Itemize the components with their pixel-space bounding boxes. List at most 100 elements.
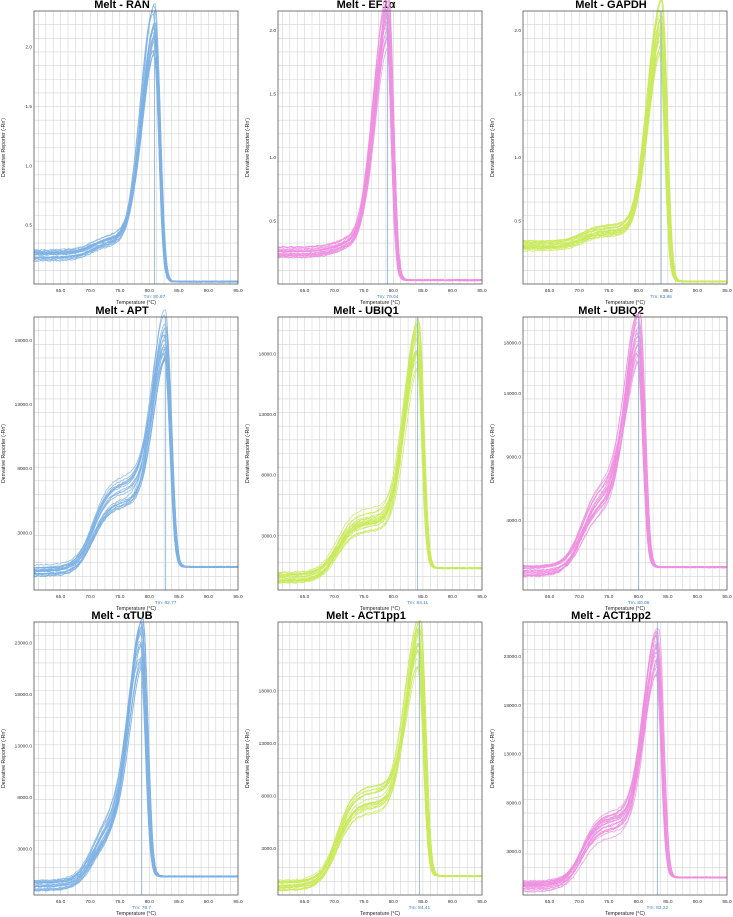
melt-chart: 65.0 70.0 75.0 80.0 85.0 90.0 95.0 0.5 1.0 1.5 2.0… (245, 0, 487, 306)
tm-label: Tm: 78.7 (132, 905, 151, 911)
chart-title: Melt - ACT1pp2 (571, 610, 651, 622)
chart-title: Melt - RAN (94, 0, 150, 11)
melt-curves (277, 619, 483, 892)
y-tick-label: 8000.0 (17, 795, 32, 801)
x-tick-label: 90.0 (693, 288, 703, 294)
melt-curve (277, 643, 483, 887)
plot-frame (33, 10, 239, 285)
x-tick-label: 70.0 (330, 594, 340, 600)
gridlines (523, 317, 727, 590)
x-tick-label: 80.0 (634, 594, 644, 600)
y-axis-label: Derivative Reporter (-Rn') (245, 118, 251, 177)
tm-label: Tm: 82.77 (155, 600, 177, 606)
melt-curve (33, 640, 239, 884)
x-tick-label: 80.0 (389, 594, 399, 600)
x-tick-label: 65.0 (300, 594, 310, 600)
y-axis-label: Derivative Reporter (-Rn') (245, 729, 251, 788)
melt-curve (277, 27, 483, 282)
x-tick-label: 85.0 (174, 594, 184, 600)
melt-chart: 65.0 70.0 75.0 80.0 85.0 90.0 95.0 3000.0 8000.0… (245, 316, 487, 612)
melt-chart: 65.0 70.0 75.0 80.0 85.0 90.0 95.0 3000.0 8000.0… (1, 617, 243, 917)
x-tick-label: 85.0 (174, 288, 184, 294)
x-tick-label: 75.0 (604, 594, 614, 600)
y-tick-label: 3000.0 (17, 530, 32, 536)
x-tick-label: 95.0 (722, 594, 732, 600)
y-tick-label: 23000.0 (15, 641, 33, 647)
y-tick-label: 13000.0 (15, 402, 33, 408)
y-tick-label: 18000.0 (259, 688, 277, 694)
x-tick-label: 80.0 (389, 288, 399, 294)
y-axis-label: Derivative Reporter (-Rn') (1, 118, 7, 177)
y-tick-label: 2.0 (269, 28, 276, 34)
x-tick-label: 85.0 (418, 899, 428, 905)
x-tick-label: 90.0 (448, 594, 458, 600)
y-tick-label: 1.0 (25, 163, 32, 169)
chart-title: Melt - UBIQ1 (333, 305, 399, 317)
gridlines (34, 317, 238, 590)
melt-curve (34, 22, 239, 283)
x-tick-label: 85.0 (418, 594, 428, 600)
melt-curves (33, 3, 239, 283)
y-tick-label: 3000.0 (261, 533, 276, 539)
y-tick-label: 18000.0 (504, 703, 522, 709)
x-tick-label: 65.0 (545, 594, 555, 600)
plot-frame (522, 621, 728, 896)
y-tick-label: 13000.0 (259, 741, 277, 747)
x-tick-label: 85.0 (174, 899, 184, 905)
melt-chart: 65.0 70.0 75.0 80.0 85.0 90.0 95.0 3000.0 8000.0… (490, 621, 732, 917)
melt-curve (522, 323, 728, 572)
x-tick-label: 90.0 (448, 288, 458, 294)
x-tick-label: 70.0 (575, 899, 585, 905)
plot-frame (277, 316, 483, 591)
y-tick-label: 18000.0 (504, 340, 522, 346)
plot-frame (33, 621, 239, 896)
x-tick-label: 85.0 (663, 594, 673, 600)
gridlines (278, 317, 482, 590)
y-tick-label: 18000.0 (15, 692, 33, 698)
y-tick-label: 8000.0 (261, 473, 276, 479)
melt-panel: Melt - UBIQ1 65.0 70.0 75.0 80.0 85.0 90.0 95.0… (244, 305, 488, 612)
x-tick-label: 95.0 (233, 899, 243, 905)
y-tick-label: 13000.0 (504, 752, 522, 758)
x-tick-label: 75.0 (604, 899, 614, 905)
y-tick-label: 9000.0 (506, 455, 521, 461)
y-tick-label: 4000.0 (506, 518, 521, 524)
x-tick-label: 70.0 (86, 594, 96, 600)
melt-curve (277, 650, 483, 892)
y-tick-label: 13000.0 (259, 412, 277, 418)
x-tick-label: 95.0 (233, 594, 243, 600)
x-tick-label: 65.0 (56, 594, 66, 600)
x-axis-label: Temperature (°C) (360, 911, 400, 917)
x-axis-label: Temperature (°C) (605, 911, 645, 917)
x-tick-label: 90.0 (204, 899, 214, 905)
y-tick-label: 8000.0 (506, 800, 521, 806)
y-tick-label: 2.0 (514, 28, 521, 34)
melt-curves (522, 627, 728, 893)
x-tick-label: 75.0 (359, 899, 369, 905)
tm-label: Tm: 83.86 (650, 294, 672, 300)
gridlines (278, 622, 482, 895)
melt-chart: 65.0 70.0 75.0 80.0 85.0 90.0 95.0 3000.0 8000.0… (1, 309, 243, 612)
melt-curves (522, 0, 728, 283)
x-tick-label: 80.0 (634, 899, 644, 905)
x-axis-label: Temperature (°C) (116, 606, 156, 612)
y-tick-label: 14000.0 (504, 391, 522, 397)
melt-curves (522, 311, 728, 578)
y-tick-label: 1.0 (514, 155, 521, 161)
x-tick-label: 80.0 (389, 899, 399, 905)
chart-title: Melt - ACT1pp1 (326, 610, 406, 622)
x-tick-label: 70.0 (86, 288, 96, 294)
x-tick-label: 75.0 (115, 594, 125, 600)
x-axis-label: Temperature (°C) (605, 606, 645, 612)
melt-panel: Melt - ACT1pp2 65.0 70.0 75.0 80.0 85.0 90.0 95… (489, 610, 733, 917)
y-tick-label: 1.5 (269, 92, 276, 98)
tm-label: Tm: 80.87 (144, 294, 166, 300)
y-tick-label: 0.5 (25, 223, 32, 229)
y-tick-label: 3000.0 (17, 847, 32, 853)
melt-curves (33, 309, 239, 578)
melt-chart: 65.0 70.0 75.0 80.0 85.0 90.0 95.0 4000.0 9000.0… (490, 311, 732, 612)
x-axis-label: Temperature (°C) (116, 300, 156, 306)
melt-curve (522, 666, 728, 890)
x-tick-label: 65.0 (300, 288, 310, 294)
gridlines (523, 622, 727, 895)
